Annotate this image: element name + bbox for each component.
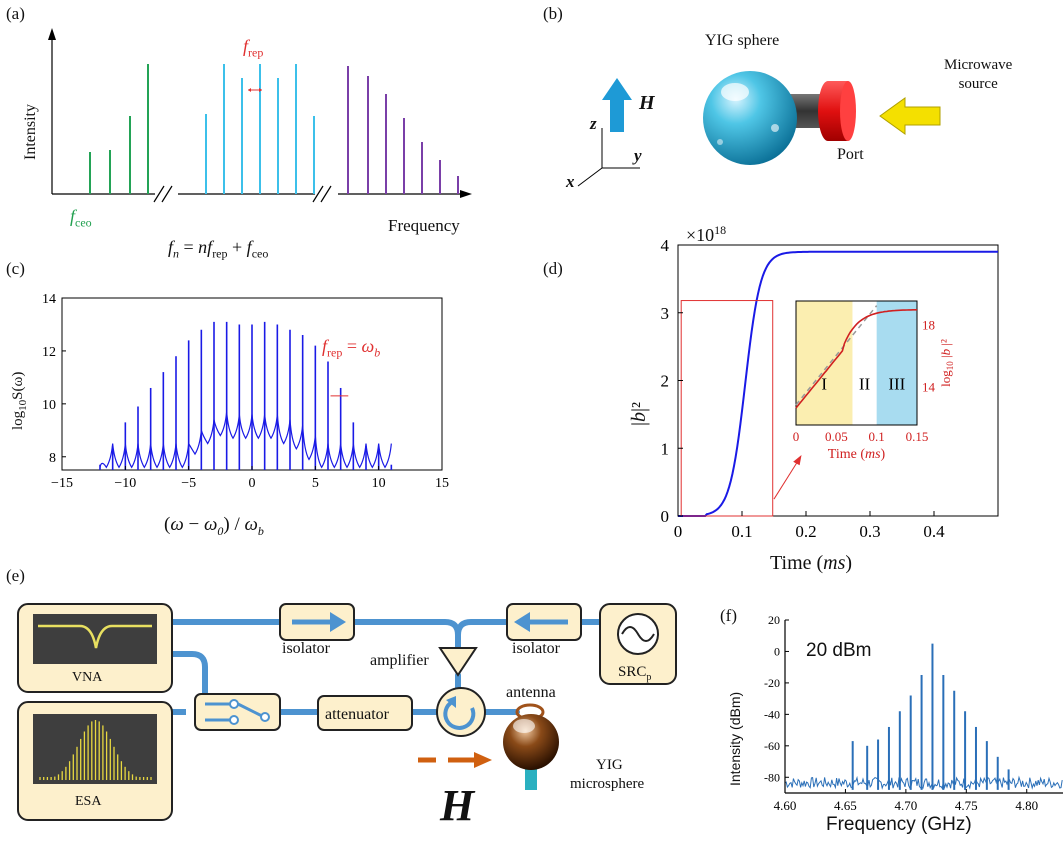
yig-setup-illustration — [577, 71, 941, 187]
panel-f-power-label: 20 dBm — [806, 640, 872, 661]
panel-c-ytick-label: 14 — [42, 292, 56, 307]
panel-d-xtick-label: 0 — [674, 522, 683, 541]
inset-ylabel: log10 |b |² — [938, 339, 955, 387]
panel-d-ylabel: |b|² — [628, 401, 650, 426]
panel-a-ylabel: Intensity — [22, 104, 39, 160]
inset-region-III — [876, 301, 917, 425]
isolator-1-label: isolator — [282, 640, 330, 657]
inset-region-I — [796, 301, 853, 425]
panel-d-xtick-label: 0.1 — [731, 522, 752, 541]
amplifier-label: amplifier — [370, 652, 429, 669]
panel-f-ytick-label: -20 — [764, 676, 780, 690]
panel-e-h-label: H — [440, 781, 475, 830]
panel-label-b: (b) — [543, 4, 563, 23]
panel-c-annotation: frep = ωb — [322, 336, 381, 360]
inset-ytick-label: 18 — [922, 317, 935, 332]
panel-d-xlabel: Time (ms) — [770, 552, 853, 574]
fceo-label: fceo — [70, 206, 92, 230]
panel-f-xtick-label: 4.60 — [774, 798, 797, 813]
panel-f-ytick-label: 20 — [768, 613, 780, 627]
panel-c-xtick-label: −5 — [181, 476, 196, 491]
inset-dashed-fit — [795, 305, 878, 406]
inset-region-label: II — [859, 374, 871, 393]
inset-region-label: III — [888, 374, 905, 393]
panel-c-ytick-label: 12 — [42, 345, 56, 360]
panel-d-curve — [678, 250, 998, 517]
panel-f-xtick-label: 4.70 — [894, 798, 917, 813]
panel-f-ytick-label: -80 — [764, 770, 780, 784]
panel-d-ytick-label: 4 — [661, 236, 670, 255]
panel-d-zoom-arrowhead — [793, 455, 802, 466]
panel-d-ytick-label: 1 — [661, 439, 670, 458]
frep-label: frep — [243, 36, 264, 60]
panel-c-xtick-label: −10 — [114, 476, 136, 491]
panel-f-xlabel: Frequency (GHz) — [826, 814, 972, 835]
panel-f-ytick-label: -40 — [764, 707, 780, 721]
inset-curve — [795, 309, 917, 409]
panel-d-xtick-label: 0.2 — [795, 522, 816, 541]
panel-d-xtick-label: 0.3 — [859, 522, 880, 541]
panel-f-noise-floor — [784, 775, 1063, 790]
panel-label-f: (f) — [720, 606, 737, 625]
inset-xtick-label: 0.05 — [825, 429, 848, 444]
panel-f-ytick-label: 0 — [774, 644, 780, 658]
panel-d-ytick-label: 2 — [661, 372, 670, 391]
isolator-2-label: isolator — [512, 640, 560, 657]
panel-c-xtick-label: 10 — [372, 476, 386, 491]
spectrum-chart-c: −15 −10 −5 0 5 10 15 8 10 12 14 — [42, 292, 449, 491]
vna-label: VNA — [72, 670, 103, 685]
inset-xtick-label: 0 — [793, 429, 800, 444]
panel-a-xlabel: Frequency — [388, 216, 460, 235]
panel-label-e: (e) — [6, 566, 25, 585]
esa-label: ESA — [75, 794, 102, 809]
panel-label-a: (a) — [6, 4, 25, 23]
measured-spectrum-chart-f: 4.60 4.65 4.70 4.75 4.80 20 0 -20 -40 -60 -80 — [764, 613, 1063, 813]
panel-d-zoom-arrow — [773, 458, 801, 500]
inset-ytick-label: 14 — [922, 379, 936, 394]
experimental-setup-diagram — [17, 603, 677, 821]
panel-c-ytick-label: 8 — [49, 451, 56, 466]
inset-region-label: I — [821, 374, 827, 393]
panel-c-xtick-label: 0 — [249, 476, 256, 491]
inset-xtick-label: 0.15 — [906, 429, 929, 444]
attenuator-label: attenuator — [325, 706, 389, 723]
microwave-source-label: Microwave source — [944, 57, 1013, 92]
panel-c-xtick-label: 5 — [312, 476, 319, 491]
port-label: Port — [837, 146, 864, 163]
src-label: SRCp — [618, 664, 652, 683]
inset-xlabel: Time (ms) — [828, 447, 886, 462]
panel-c-xlabel: (ω − ω0) / ωb — [164, 514, 264, 538]
panel-c-xtick-label: −15 — [51, 476, 73, 491]
inset-frame — [795, 300, 918, 426]
panel-f-xtick-label: 4.75 — [955, 798, 978, 813]
panel-label-c: (c) — [6, 259, 25, 278]
yig-microsphere-label: YIG microsphere — [570, 757, 645, 792]
axis-x-label: x — [566, 172, 575, 191]
axis-y-label: y — [634, 146, 642, 165]
panel-f-xtick-label: 4.65 — [834, 798, 857, 813]
panel-d-zoom-box — [680, 300, 774, 517]
panel-c-ytick-label: 10 — [42, 398, 56, 413]
panel-c-ylabel: log10S(ω) — [10, 371, 29, 430]
panel-c-xtick-label: 15 — [435, 476, 449, 491]
yig-sphere-label: YIG sphere — [705, 32, 780, 49]
panel-d-multiplier: ×1018 — [686, 223, 727, 245]
comb-equation: fn = nfrep + fceo — [168, 237, 269, 261]
panel-d-ytick-label: 3 — [661, 304, 670, 323]
axis-z-label: z — [590, 114, 597, 133]
panel-f-xtick-label: 4.80 — [1015, 798, 1038, 813]
h-field-label: H — [639, 92, 655, 114]
panel-c-background-curve — [99, 411, 392, 469]
panel-f-ytick-label: -60 — [764, 739, 780, 753]
antenna-label: antenna — [506, 684, 556, 701]
panel-label-d: (d) — [543, 259, 563, 278]
panel-f-ylabel: Intensity (dBm) — [727, 691, 743, 786]
frequency-comb-schematic — [48, 28, 472, 203]
panel-d-ytick-label: 0 — [661, 507, 670, 526]
panel-d-xtick-label: 0.4 — [923, 522, 945, 541]
inset-xtick-label: 0.1 — [869, 429, 885, 444]
